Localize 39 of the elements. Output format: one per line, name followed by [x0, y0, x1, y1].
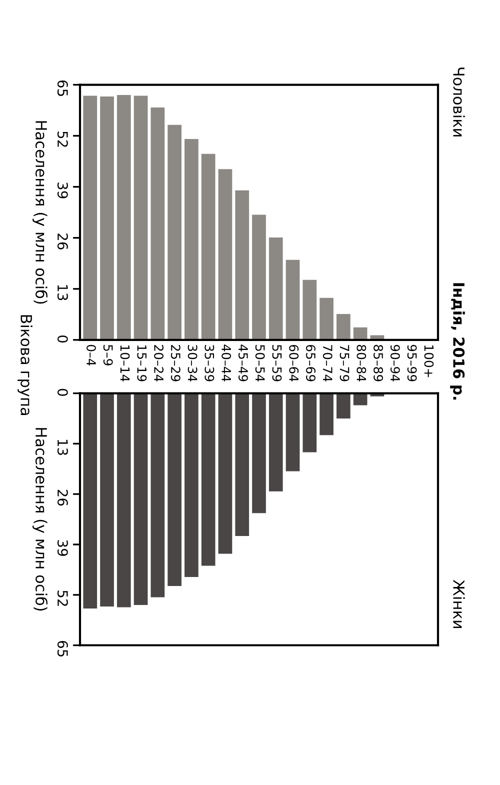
x-tick-label: 55–59: [272, 345, 282, 382]
y-tick-label: 39: [57, 540, 68, 556]
y-tick-label: 13: [57, 440, 68, 455]
y-tick-label: 26: [57, 490, 68, 506]
y-tick-label: 39: [57, 182, 68, 198]
y-tick-label: 65: [57, 80, 68, 96]
text: Чоловіки: [453, 68, 465, 136]
y-tick-label: 52: [57, 132, 68, 147]
x-tick-label: 90–94: [390, 344, 400, 382]
x-tick-label: 80–84: [356, 344, 366, 382]
x-tick-label: 85–89: [374, 344, 384, 382]
x-tick-label: 70–74: [322, 345, 332, 382]
x-tick-label: 10–14: [120, 345, 130, 382]
y-axis-title: Населення (у млн осіб): [32, 121, 48, 304]
text: Вікова група: [18, 315, 32, 415]
x-tick-label: 60–64: [289, 344, 299, 382]
x-tick-label: 20–24: [154, 344, 164, 382]
y-tick-label: 13: [57, 285, 68, 300]
x-tick-label: 0–4: [86, 344, 96, 366]
text: Індія, 2016 р.: [450, 283, 465, 400]
y-tick-label: 65: [57, 640, 68, 656]
x-tick-label: 30–34: [188, 345, 198, 382]
y-tick-label: 0: [57, 336, 68, 343]
y-tick-label: 26: [57, 234, 68, 250]
y-tick-label: 0: [57, 388, 68, 396]
x-tick-label: 75–79: [340, 345, 350, 382]
x-tick-label: 100+: [424, 345, 434, 378]
x-tick-label: 95–99: [407, 344, 417, 382]
y-tick-label: 52: [57, 590, 68, 606]
y-axis-title: Населення (у млн осіб): [32, 428, 48, 611]
x-tick-label: 45–49: [238, 344, 248, 382]
x-tick-label: 15–19: [137, 345, 147, 382]
x-tick-label: 50–54: [255, 345, 265, 382]
x-tick-label: 35–39: [204, 345, 214, 382]
x-tick-label: 25–29: [170, 344, 180, 382]
x-tick-label: 5–9: [103, 345, 113, 366]
x-tick-label: 65–69: [306, 344, 316, 382]
text: Жінки: [453, 580, 465, 628]
x-tick-label: 40–44: [222, 344, 232, 382]
